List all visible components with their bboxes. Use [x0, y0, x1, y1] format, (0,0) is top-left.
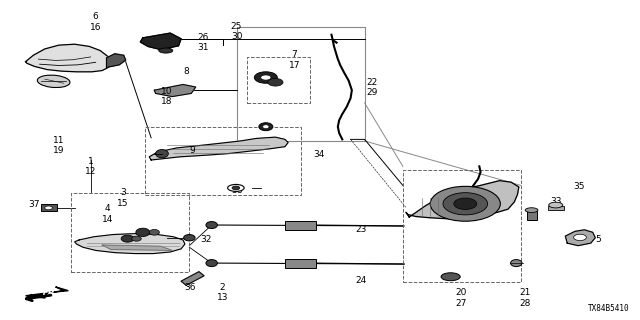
- Text: TX84B5410: TX84B5410: [588, 304, 629, 313]
- Circle shape: [268, 78, 283, 86]
- Ellipse shape: [206, 260, 218, 267]
- Bar: [285, 259, 316, 268]
- Circle shape: [45, 206, 52, 210]
- Polygon shape: [181, 272, 204, 285]
- Polygon shape: [102, 245, 172, 251]
- Circle shape: [430, 186, 500, 221]
- Circle shape: [260, 75, 271, 80]
- Text: 1
12: 1 12: [85, 157, 96, 176]
- Text: 26
31: 26 31: [198, 33, 209, 52]
- Ellipse shape: [548, 202, 563, 208]
- Text: 11
19: 11 19: [53, 136, 65, 156]
- Text: 21
28: 21 28: [520, 288, 531, 308]
- Bar: [72, 193, 189, 272]
- Text: 34: 34: [314, 150, 325, 159]
- Ellipse shape: [156, 149, 168, 158]
- Ellipse shape: [149, 229, 159, 235]
- Text: FR.: FR.: [40, 288, 58, 300]
- Polygon shape: [154, 84, 196, 97]
- Circle shape: [443, 193, 488, 215]
- Polygon shape: [565, 230, 595, 246]
- Text: 7
17: 7 17: [289, 50, 300, 70]
- Bar: [246, 57, 310, 103]
- Text: 8: 8: [183, 67, 189, 76]
- Text: 37: 37: [29, 200, 40, 209]
- Text: 24: 24: [355, 276, 366, 285]
- Circle shape: [232, 186, 240, 190]
- Text: 25
30: 25 30: [231, 22, 243, 41]
- Text: 20
27: 20 27: [456, 288, 467, 308]
- Text: 33: 33: [550, 197, 562, 206]
- Ellipse shape: [136, 228, 150, 236]
- Ellipse shape: [511, 260, 522, 267]
- Text: 35: 35: [573, 181, 585, 190]
- Text: 3
15: 3 15: [117, 188, 129, 208]
- Ellipse shape: [441, 273, 460, 281]
- Polygon shape: [106, 54, 125, 68]
- Ellipse shape: [121, 235, 134, 242]
- Text: 5: 5: [595, 236, 601, 244]
- Bar: [403, 170, 521, 282]
- Polygon shape: [75, 234, 185, 253]
- Polygon shape: [26, 44, 111, 72]
- Polygon shape: [26, 287, 68, 298]
- Bar: [548, 206, 564, 210]
- Ellipse shape: [206, 221, 218, 228]
- Bar: [145, 127, 301, 195]
- Text: 10
18: 10 18: [161, 87, 172, 106]
- Ellipse shape: [132, 236, 141, 241]
- Text: 2
13: 2 13: [217, 283, 228, 302]
- Text: 38: 38: [231, 186, 243, 195]
- Bar: [41, 204, 57, 212]
- Bar: [527, 212, 537, 220]
- Polygon shape: [140, 33, 181, 50]
- Polygon shape: [406, 180, 519, 219]
- Bar: [285, 221, 316, 230]
- Circle shape: [454, 198, 477, 210]
- Text: 22
29: 22 29: [366, 78, 377, 97]
- Ellipse shape: [159, 48, 173, 53]
- Text: 4
14: 4 14: [102, 204, 113, 224]
- Ellipse shape: [525, 208, 538, 212]
- Circle shape: [573, 234, 586, 241]
- Text: 6
16: 6 16: [90, 12, 102, 32]
- Ellipse shape: [262, 125, 269, 129]
- Text: 36: 36: [184, 283, 196, 292]
- Text: 23: 23: [355, 225, 367, 234]
- Circle shape: [254, 72, 277, 83]
- Ellipse shape: [184, 235, 195, 241]
- Polygon shape: [149, 137, 288, 160]
- Text: 32: 32: [200, 236, 212, 244]
- Text: 9: 9: [189, 146, 195, 155]
- Ellipse shape: [228, 184, 244, 191]
- Ellipse shape: [259, 123, 273, 131]
- Ellipse shape: [37, 75, 70, 88]
